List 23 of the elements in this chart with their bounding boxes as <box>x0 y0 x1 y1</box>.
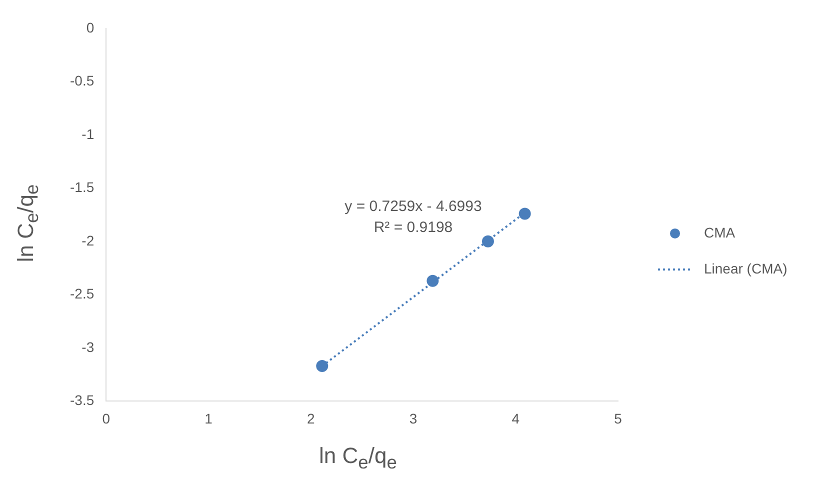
legend-label: CMA <box>704 224 736 240</box>
annotation: y = 0.7259x - 4.6993 <box>344 198 482 216</box>
x-tick-label: 0 <box>102 410 110 426</box>
annotation: R² = 0.9198 <box>374 219 453 236</box>
y-tick-label: -1.5 <box>70 179 94 196</box>
y-tick-label: -3 <box>82 338 94 355</box>
x-tick-label: 3 <box>409 410 418 426</box>
y-tick-label: -1 <box>82 126 94 142</box>
y-tick-label: -2 <box>82 232 94 248</box>
point <box>426 274 439 287</box>
point <box>316 360 328 372</box>
y-tick-label: -0.5 <box>70 72 94 89</box>
x-axis-title: ln C$_{e}$/q$_{e}$ <box>318 443 398 474</box>
point <box>518 208 531 220</box>
legend-label: Linear (CMA) <box>704 260 788 276</box>
y-tick-label: 0 <box>86 19 94 36</box>
y-tick-label: -3.5 <box>70 392 94 408</box>
x-tick-label: 5 <box>614 410 622 426</box>
x-tick-label: 2 <box>306 410 315 426</box>
point <box>482 235 494 248</box>
y-tick-label: -2.5 <box>70 286 94 302</box>
x-tick-label: 1 <box>204 410 213 426</box>
x-tick-label: 4 <box>512 410 520 426</box>
